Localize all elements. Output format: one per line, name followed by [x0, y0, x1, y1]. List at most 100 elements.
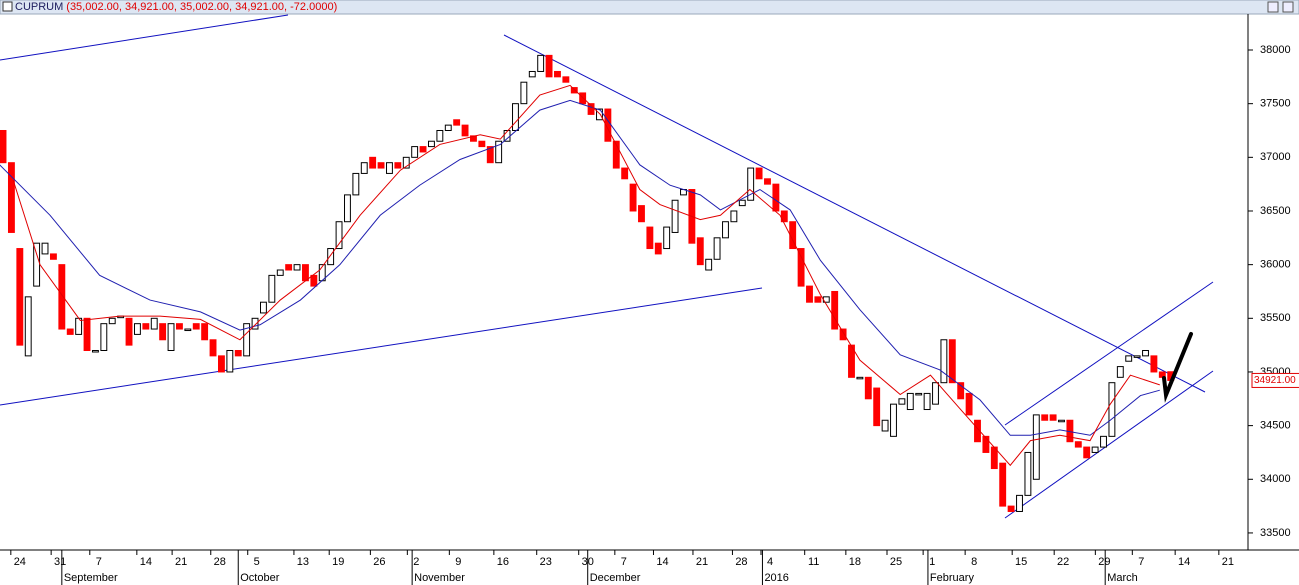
- close-button[interactable]: [1282, 1, 1294, 13]
- candle: [478, 140, 486, 148]
- candle: [923, 392, 931, 411]
- candle: [428, 140, 435, 148]
- y-tick-label: 34000: [1260, 473, 1291, 485]
- candle: [1091, 446, 1099, 453]
- candle: [285, 264, 293, 271]
- candle: [915, 392, 923, 396]
- candle: [722, 221, 729, 239]
- candle: [142, 323, 150, 330]
- candle: [965, 392, 973, 416]
- candle: [1041, 414, 1049, 421]
- candle: [537, 54, 545, 72]
- candle: [386, 162, 393, 174]
- x-tick-label: 9: [455, 556, 461, 568]
- candle: [125, 317, 133, 346]
- candle: [772, 183, 780, 212]
- quote: (35,002.00, 34,921.00, 35,002.00, 34,921…: [66, 1, 337, 13]
- candle: [1049, 414, 1057, 421]
- candle: [512, 103, 519, 131]
- month-label: 2016: [764, 572, 788, 584]
- x-tick-label: 2: [413, 556, 419, 568]
- month-label: September: [64, 572, 118, 584]
- x-tick-label: 11: [808, 556, 819, 568]
- candle: [646, 226, 654, 250]
- candle: [545, 54, 553, 78]
- candle: [16, 248, 24, 346]
- candle: [486, 146, 494, 164]
- candle: [1100, 435, 1107, 448]
- candle: [1108, 382, 1116, 437]
- month-label: December: [590, 572, 641, 584]
- candle: [0, 129, 7, 164]
- candle: [453, 119, 461, 126]
- candle: [58, 264, 66, 330]
- candle: [671, 199, 679, 233]
- candle: [411, 146, 419, 158]
- candle: [629, 183, 637, 212]
- candle: [1007, 505, 1015, 512]
- candle: [461, 124, 469, 137]
- candle: [940, 339, 948, 384]
- x-tick-label: 7: [621, 556, 627, 568]
- candle: [1133, 355, 1141, 358]
- candle: [251, 317, 259, 330]
- candle: [327, 248, 335, 266]
- candle: [344, 194, 351, 223]
- candle: [974, 419, 981, 443]
- candle: [209, 339, 217, 357]
- candle: [579, 92, 587, 105]
- candle: [780, 210, 788, 223]
- window-icon: [2, 1, 13, 12]
- candle: [856, 376, 864, 380]
- candle: [705, 258, 713, 271]
- candle: [243, 323, 251, 357]
- candle: [1116, 366, 1124, 378]
- y-tick-label: 34500: [1260, 420, 1291, 432]
- candle: [957, 382, 965, 400]
- candle: [268, 274, 276, 303]
- x-tick-label: 28: [735, 556, 747, 568]
- month-label: March: [1107, 572, 1138, 584]
- x-tick-label: 25: [890, 556, 902, 568]
- candle: [881, 419, 889, 432]
- candle: [41, 242, 49, 255]
- candle: [873, 387, 881, 427]
- candle: [436, 129, 444, 142]
- candle: [360, 162, 368, 174]
- trend-line: [0, 14, 289, 61]
- x-tick-label: 14: [656, 556, 668, 568]
- candle: [234, 349, 242, 357]
- y-tick-label: 33500: [1260, 527, 1291, 539]
- candle: [764, 178, 771, 185]
- x-tick-label: 13: [297, 556, 309, 568]
- candle: [831, 290, 839, 330]
- x-tick-label: 26: [373, 556, 385, 568]
- candle: [218, 355, 225, 373]
- x-tick-label: 21: [175, 556, 187, 568]
- x-tick-label: 7: [1138, 556, 1144, 568]
- candle: [1142, 349, 1149, 357]
- candle: [66, 328, 74, 335]
- x-tick-label: 4: [767, 556, 773, 568]
- restore-button[interactable]: [1267, 1, 1279, 13]
- candle: [1150, 355, 1158, 373]
- candle: [806, 285, 813, 303]
- candle: [7, 162, 15, 233]
- candle: [839, 328, 847, 341]
- x-tick-label: 21: [1222, 556, 1234, 568]
- x-tick-label: 18: [849, 556, 861, 568]
- candle: [696, 237, 704, 266]
- month-label: October: [240, 572, 279, 584]
- candle: [260, 301, 267, 314]
- candle: [755, 167, 763, 180]
- candle: [33, 242, 41, 287]
- candle: [554, 70, 561, 78]
- x-tick-label: 1: [929, 556, 935, 568]
- candle: [49, 253, 57, 260]
- candle: [621, 167, 629, 180]
- candle: [192, 323, 200, 330]
- last-price-box: [1251, 372, 1299, 388]
- candle: [175, 323, 183, 330]
- candle: [201, 323, 209, 341]
